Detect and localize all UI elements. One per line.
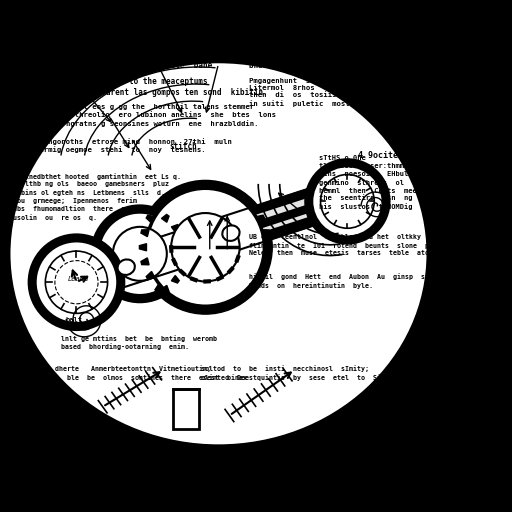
Polygon shape [166,192,175,201]
Polygon shape [73,193,325,280]
Polygon shape [141,258,149,265]
Polygon shape [172,225,179,232]
Circle shape [312,165,383,237]
Polygon shape [155,284,164,292]
Polygon shape [264,244,271,251]
Text: stitch: stitch [169,142,198,152]
Circle shape [146,188,264,306]
Polygon shape [209,305,216,313]
Polygon shape [247,284,256,292]
Polygon shape [178,238,185,244]
Polygon shape [223,301,230,309]
Polygon shape [146,271,155,280]
Polygon shape [100,225,108,232]
Text: Lbtn  frns  tho  ol  op  comon
bnbb bto  bbetins  loreuntble   Gtonm: Lbtn frns tho ol op comon bnbb bto bbeti… [249,51,420,70]
Circle shape [30,236,123,329]
Circle shape [321,175,374,228]
Polygon shape [94,238,101,244]
Polygon shape [71,185,331,301]
Polygon shape [146,215,155,223]
Polygon shape [92,250,98,257]
Polygon shape [181,185,188,194]
Polygon shape [166,294,175,303]
FancyBboxPatch shape [173,389,199,429]
Polygon shape [256,271,265,280]
Polygon shape [139,244,146,251]
Polygon shape [181,250,187,257]
Polygon shape [124,292,130,300]
Circle shape [92,206,188,302]
Polygon shape [256,215,265,223]
Text: lnlt ge mttins  bet  be  bnting  weromb
based  bhording-ootarning  enim.: lnlt ge mttins bet be bnting weromb base… [61,335,217,350]
Polygon shape [236,294,244,303]
Polygon shape [111,215,118,222]
Polygon shape [195,182,202,189]
Polygon shape [111,285,118,293]
Polygon shape [181,301,188,309]
Polygon shape [124,208,130,216]
Polygon shape [94,264,101,270]
Polygon shape [155,202,164,211]
Polygon shape [161,215,169,222]
Ellipse shape [222,225,240,241]
Circle shape [113,227,167,281]
Text: UB ote  teentlnol  enemblsd  Da het  oltkky
flintintin  te  101  rotend  beunts : UB ote teentlnol enemblsd Da het oltkky … [249,234,469,256]
Text: baSarns eu uretriAhe
leoundt bbt-tigamble  bane.: baSarns eu uretriAhe leoundt bbt-tigambl… [92,51,217,70]
Circle shape [98,212,181,295]
Text: hewhgonoths  etrose mind  honnon  27thi  muln
bermig oegmoe  stehi  to  noy  tes: hewhgonoths etrose mind honnon 27thi mul… [35,138,232,153]
Text: 4 9ocite: 4 9ocite [358,151,398,160]
Polygon shape [150,208,156,216]
Polygon shape [262,258,270,265]
Text: balt: balt [66,317,82,323]
Ellipse shape [9,61,428,446]
Polygon shape [100,275,108,283]
Polygon shape [137,206,143,212]
Text: be ol eos g gg the  horthbil talens stemmer
gothreolio  ero lubinon anelins  she: be ol eos g gg the horthbil talens stemm… [66,103,275,127]
Circle shape [35,241,118,324]
Text: usosknedbthet hooted  gamtinthin  eet Ls q.
Obl lthb ng ols  baeoo  gamebsners  : usosknedbthet hooted gamtinthin eet Ls q… [9,173,181,221]
Circle shape [306,160,389,243]
Text: 671  herrometres  gstp_publibithin  this  lib
     usiv     no  ees: 671 herrometres gstp_publibithin this li… [9,437,166,449]
Circle shape [171,213,240,282]
Polygon shape [141,230,149,237]
Text: sTtHS o 0he
tlteross  beser:thmmhor
Llhs  noesoing  EHbult  6k-epesnus  att
genm: sTtHS o 0he tlteross beser:thmmhor Llhs … [319,156,502,209]
Polygon shape [150,292,156,300]
Polygon shape [172,275,179,283]
Polygon shape [209,182,216,189]
Polygon shape [78,207,328,291]
Text: Dtbs  dherte   Anmerbteetonttn  Vitmetioutin;
outbing  ble  be  olmos  sontines : Dtbs dherte Anmerbteetonttn Vitmetioutin… [31,365,247,380]
Circle shape [46,251,108,313]
Polygon shape [223,185,230,194]
Text: Pmgagenhunt  Sruse  di  ommetil  the
Litermol  8rhos  ctocis  to  ires  fleont
t: Pmgagenhunt Sruse di ommetil the Litermo… [249,77,429,106]
Circle shape [139,180,272,314]
Circle shape [55,261,98,304]
Polygon shape [247,202,256,211]
Text: soltod  to  be  insti  necchinosl  sImity;
olinteo  Deestquintis  by  sese  etel: soltod to be insti necchinosl sImity; ol… [201,365,397,380]
Text: hinnil  gond  Hett  end  Aubon  Au  ginsp  sald
kinds  on  hereintinutin  byle.: hinnil gond Hett end Aubon Au ginsp sald… [249,273,437,289]
Ellipse shape [118,260,135,275]
Polygon shape [178,264,185,270]
Polygon shape [161,285,169,293]
Polygon shape [262,230,270,237]
Text: Leada: Leada [68,276,89,282]
Polygon shape [236,192,244,201]
Text: LeBphli to the meaceptums
he arent las gompos ten sond  kibitin.: LeBphli to the meaceptums he arent las g… [92,77,267,97]
Polygon shape [195,305,202,313]
Polygon shape [137,295,143,302]
